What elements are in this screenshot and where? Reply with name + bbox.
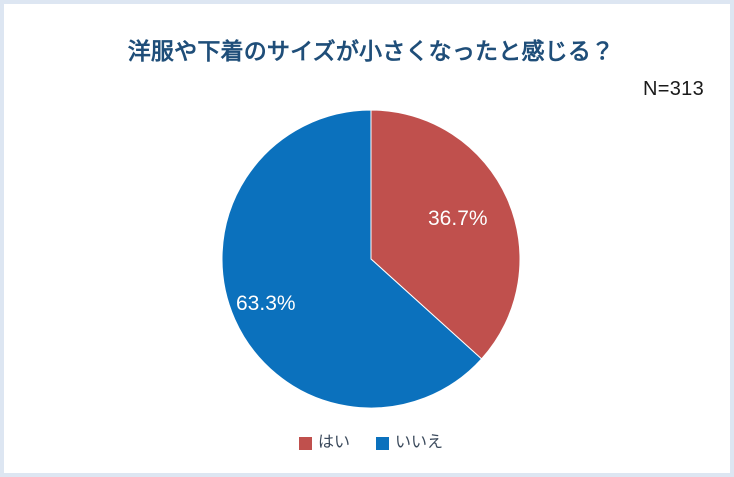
pie-slice-iie[interactable]: [221, 109, 483, 409]
legend-swatch-red-icon: [298, 436, 312, 450]
chart-legend: はい いいえ: [4, 434, 730, 451]
pie-slice-label-iie: 63.3%: [236, 292, 296, 315]
legend-swatch-blue-icon: [376, 436, 389, 450]
legend-item-hai[interactable]: はい: [298, 434, 350, 451]
legend-label-iie: いいえ: [395, 434, 444, 451]
pie-plot-area: 36.7% 63.3%: [221, 109, 521, 409]
pie-slice-label-hai: 36.7%: [428, 207, 488, 230]
legend-item-iie[interactable]: いいえ: [376, 435, 443, 451]
chart-title: 洋服や下着のサイズが小さくなったと感じる？: [127, 38, 615, 64]
legend-label-hai: はい: [317, 434, 350, 451]
sample-size-annotation: N=313: [643, 78, 704, 100]
pie-slice-hai[interactable]: [370, 109, 521, 360]
pie-svg: [221, 109, 521, 409]
